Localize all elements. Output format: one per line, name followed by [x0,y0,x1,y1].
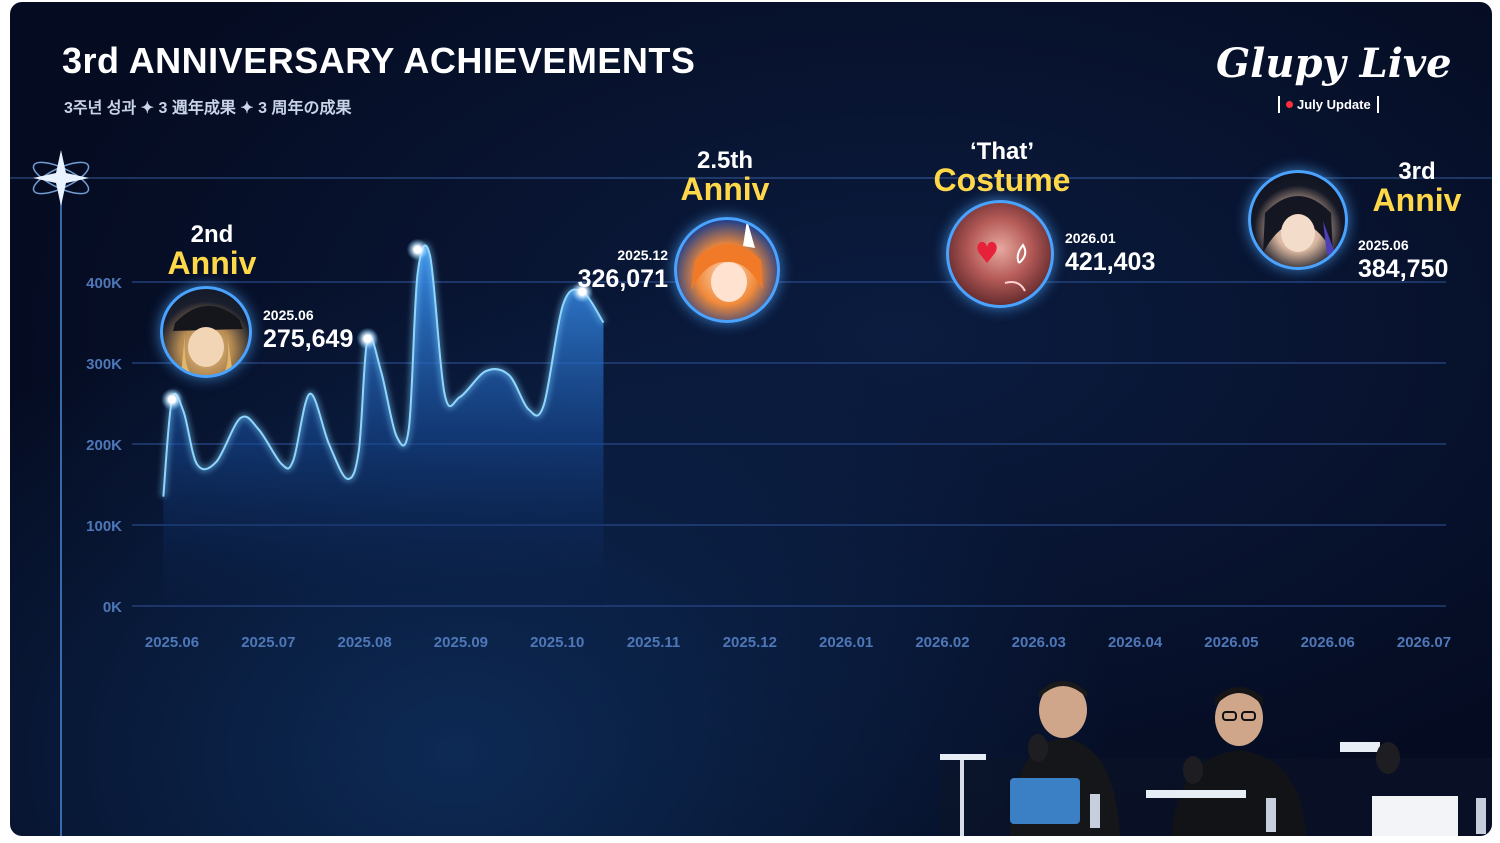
highlight-points [161,238,594,411]
x-tick-label: 2026.05 [1204,634,1258,651]
milestone-4-line2: Anniv [1372,182,1462,218]
milestone-2-callout: 2025.12 326,071 [572,247,668,294]
milestone-4-value: 384,750 [1358,255,1449,283]
x-axis: 2025.06 2025.07 2025.08 2025.09 2025.10 2025.… [145,634,1451,651]
live-dot-icon [1286,101,1293,108]
milestone-1-callout: 2025.06 275,649 [263,307,353,354]
milestone-3-value: 421,403 [1065,248,1156,276]
milestone-2-value: 326,071 [577,265,668,293]
milestone-3-callout: 2026.01 421,403 [1065,230,1155,277]
x-tick-label: 2025.11 [627,634,680,651]
page-subtitle: 3주년 성과 ✦ 3 週年成果 ✦ 3 周年の成果 [64,100,352,117]
milestone-1-label: 2nd Anniv [162,221,262,281]
x-tick-label: 2026.06 [1301,634,1355,651]
logo-badge: July Update [1278,96,1379,113]
y-tick-label: 100K [86,518,122,535]
logo-wordmark: Glupy Live [1216,40,1452,87]
milestone-4-date: 2025.06 [1358,237,1409,253]
milestone-3-label: ‘That’ Costume [932,138,1072,198]
y-tick-label: 0K [103,599,122,616]
x-tick-label: 2025.06 [145,634,199,651]
milestone-1-line2: Anniv [167,245,257,281]
logo-badge-label: July Update [1297,97,1371,112]
x-tick-label: 2026.01 [819,634,873,651]
character-bunny-avatar-icon [674,217,780,323]
series-line [162,244,605,497]
character-cap-avatar-icon [160,286,252,378]
x-tick-label: 2025.12 [723,634,777,651]
milestone-1-value: 275,649 [263,325,354,353]
x-tick-label: 2025.08 [337,634,391,651]
x-tick-label: 2026.02 [915,634,969,651]
y-axis: 0K 100K 200K 300K 400K [86,275,122,616]
sparkle-icon [32,150,90,206]
milestone-1-line1: 2nd [190,221,234,248]
x-tick-label: 2026.04 [1108,634,1163,651]
character-dark-hair-avatar-icon [1248,170,1348,270]
series-area [163,245,604,606]
milestone-2-line2: Anniv [680,171,770,207]
highlight-point-core-1 [168,395,176,404]
highlight-point-core-3 [413,245,422,254]
page-title: 3rd ANNIVERSARY ACHIEVEMENTS [62,40,696,81]
costume-avatar-icon [946,200,1054,308]
milestone-4-line1: 3rd [1398,158,1436,185]
milestone-3-line2: Costume [933,162,1071,198]
x-tick-label: 2025.07 [241,634,295,651]
y-tick-label: 300K [86,356,122,373]
highlight-point-core-2 [363,334,372,343]
x-tick-label: 2026.03 [1012,634,1066,651]
glupy-live-logo: Glupy Live July Update [1216,40,1452,130]
host-webcam-feed [940,681,1492,836]
milestone-2-date: 2025.12 [617,247,668,263]
x-tick-label: 2025.10 [530,634,584,651]
milestone-2-line1: 2.5th [696,147,753,174]
stream-frame: 0K 100K 200K 300K 400K 2025.06 2025.07 2025.08… [10,2,1492,836]
milestone-4-callout: 2025.06 384,750 [1358,237,1448,284]
milestone-1-date: 2025.06 [263,307,314,323]
milestone-3-line1: ‘That’ [970,138,1034,165]
y-tick-label: 200K [86,437,122,454]
milestone-3-date: 2026.01 [1065,230,1116,246]
milestone-4-label: 3rd Anniv [1360,158,1474,218]
chart-area: 0K 100K 200K 300K 400K 2025.06 2025.07 2025.08… [10,150,1492,836]
highlight-point-core-4 [578,287,587,296]
x-tick-label: 2025.09 [434,634,488,651]
x-tick-label: 2026.07 [1397,634,1451,651]
y-tick-label: 400K [86,275,122,292]
milestone-2-label: 2.5th Anniv [670,147,780,207]
